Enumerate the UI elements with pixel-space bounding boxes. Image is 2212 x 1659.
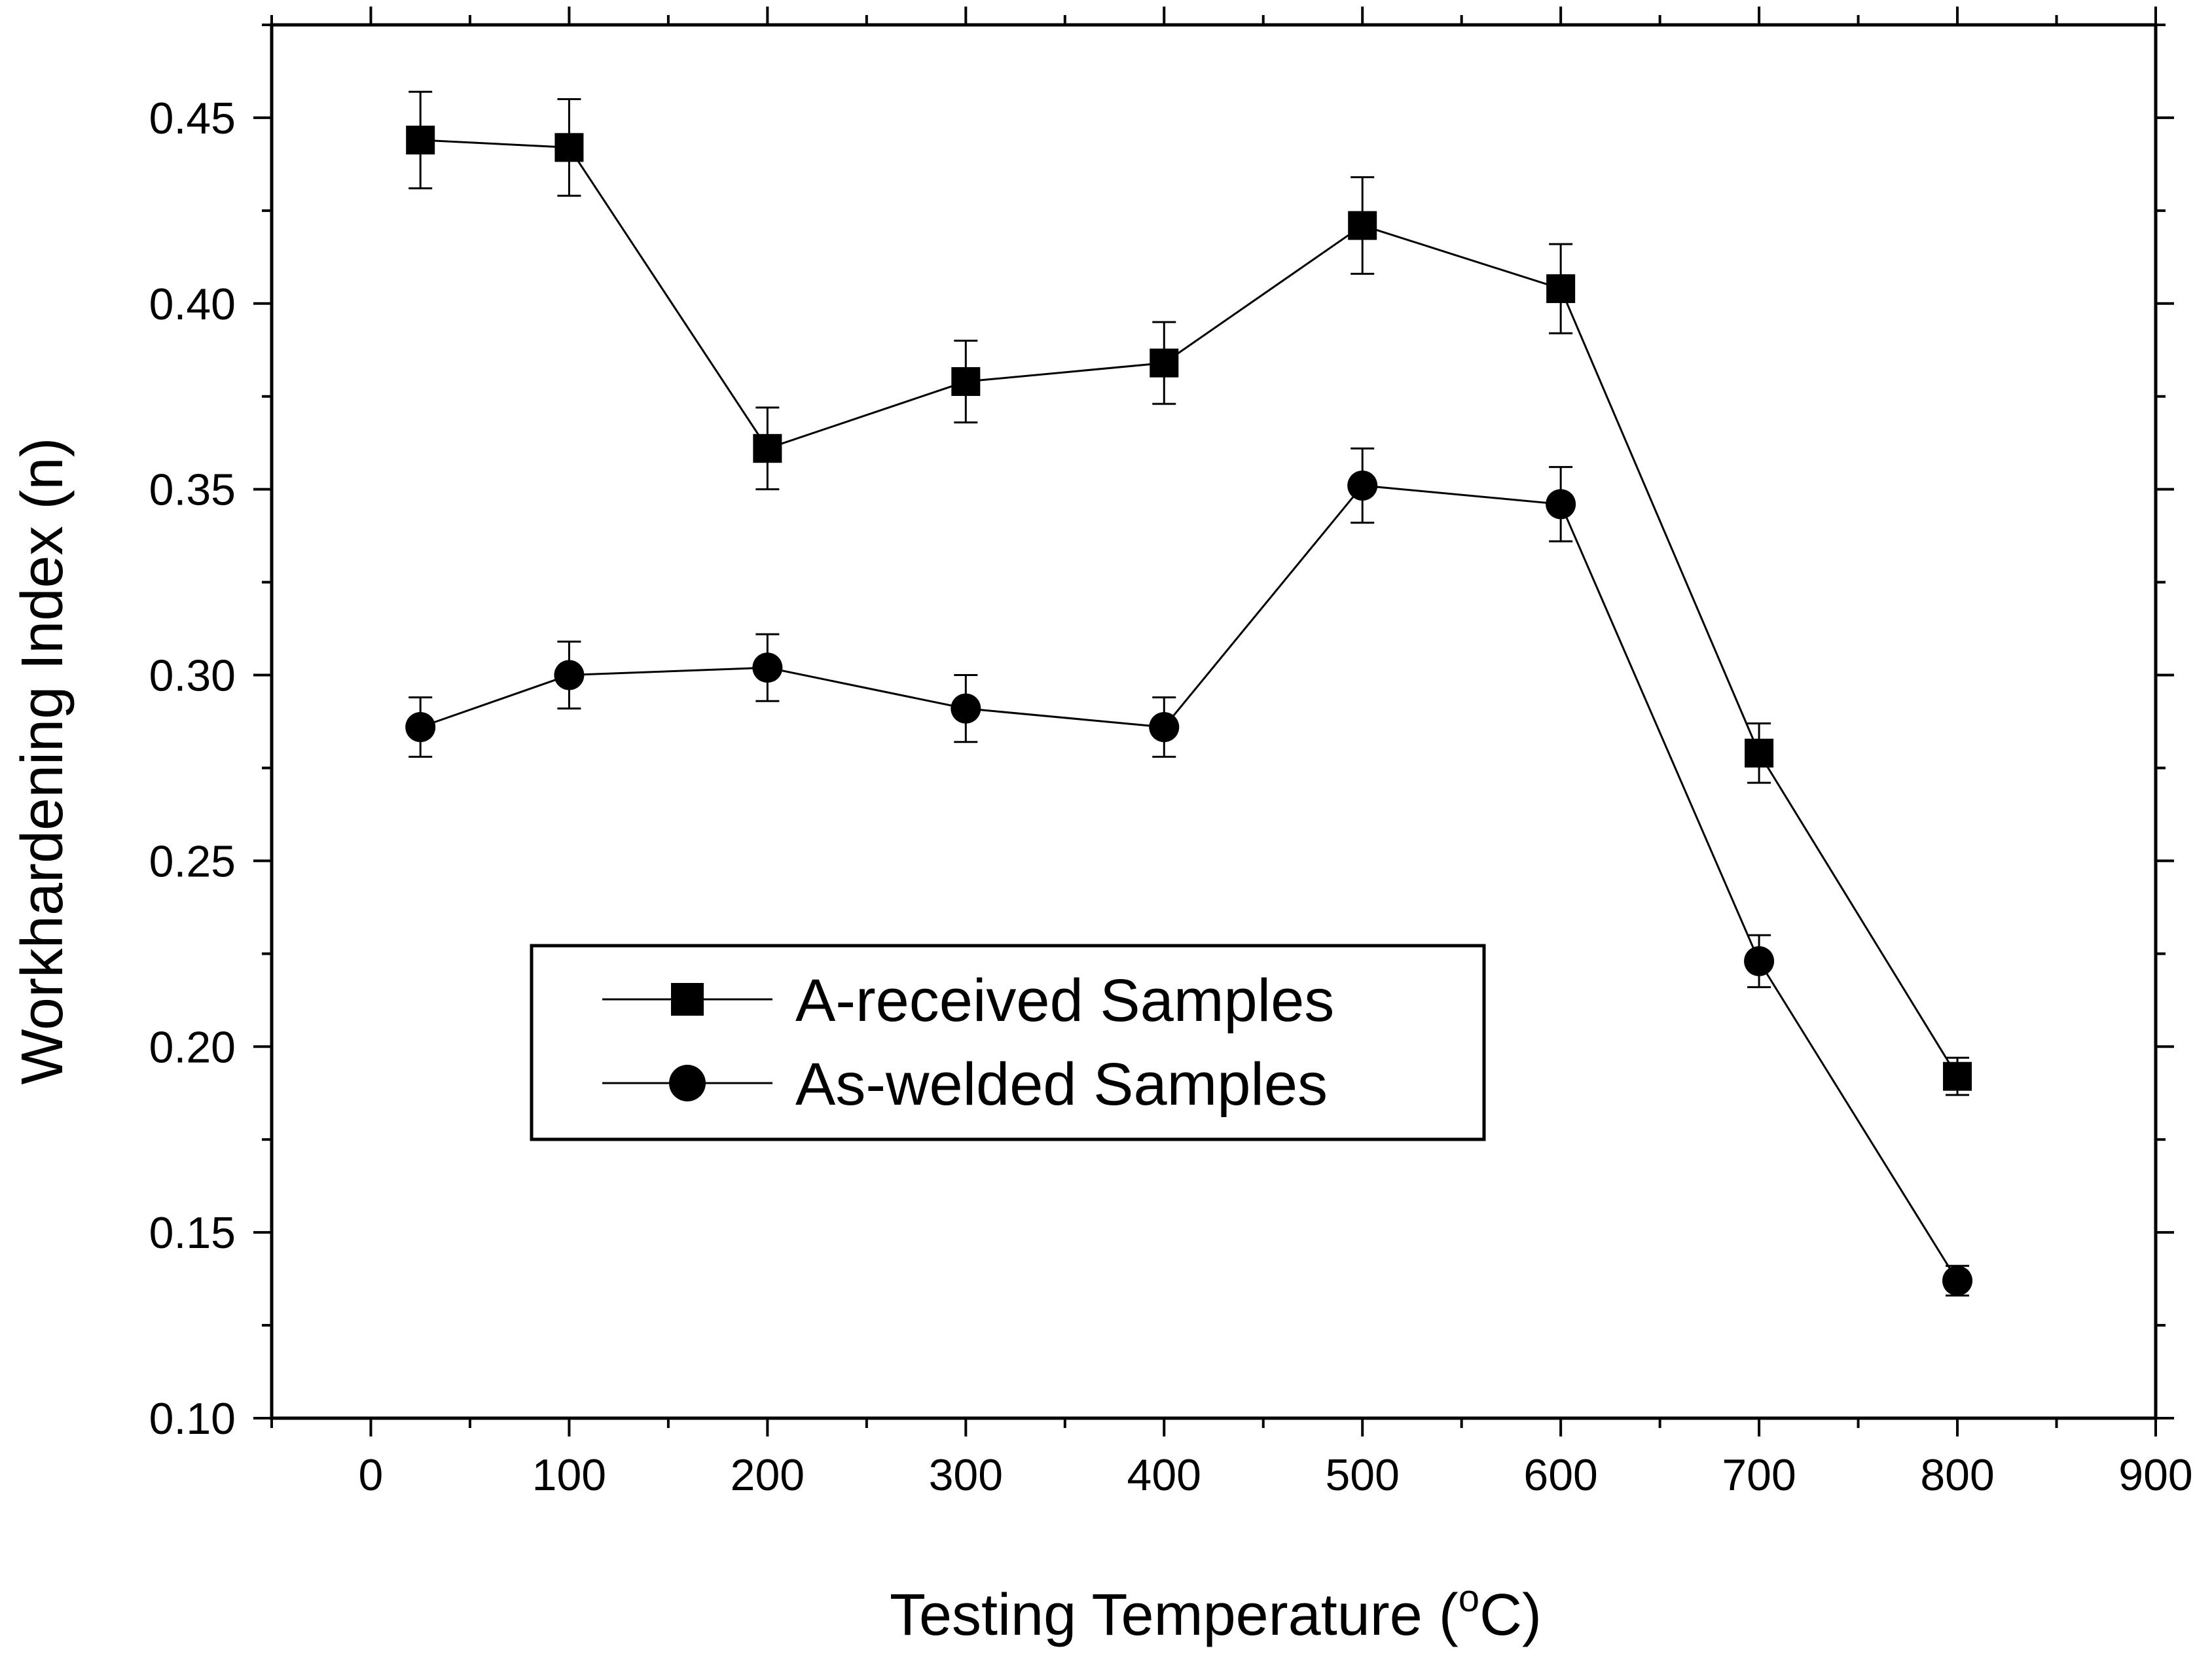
plot-area-border [270, 23, 2158, 1420]
x-axis-title-unit: C) [1479, 1582, 1542, 1648]
legend-circle-marker [669, 1065, 706, 1101]
x-tick-label: 500 [1325, 1450, 1399, 1500]
data-point-square [1745, 738, 1774, 768]
legend-label-as-welded: As-welded Samples [795, 1051, 1328, 1118]
y-axis: 0.10 0.15 0.20 0.25 0.30 0.35 0.40 0.45 [149, 24, 2174, 1444]
data-point-circle [554, 660, 585, 690]
y-axis-title: Workhardening Index (n) [10, 438, 75, 1085]
y-tick-label: 0.35 [149, 465, 236, 515]
x-tick-label: 600 [1523, 1450, 1597, 1500]
data-point-square [1546, 274, 1576, 304]
x-tick-label: 900 [2118, 1450, 2192, 1500]
x-axis: 0 100 200 300 400 500 600 700 800 900 [270, 7, 2193, 1500]
x-axis-title: Testing Temperature (oC) [890, 1577, 1542, 1648]
legend: A-received Samples As-welded Samples [530, 944, 1486, 1141]
data-point-circle [1744, 946, 1775, 976]
data-point-square [554, 133, 584, 162]
data-point-square [951, 367, 981, 397]
data-point-circle [1149, 712, 1180, 743]
x-axis-title-text: Testing Temperature ( [890, 1582, 1459, 1648]
series-a-received [406, 90, 1972, 1096]
y-tick-label: 0.30 [149, 651, 236, 701]
y-tick-label: 0.40 [149, 279, 236, 329]
x-tick-label: 100 [532, 1450, 606, 1500]
legend-square-marker [671, 983, 704, 1016]
data-point-circle [752, 652, 783, 683]
x-tick-label: 300 [929, 1450, 1003, 1500]
data-point-square [1943, 1061, 1972, 1091]
plot-frame [270, 23, 2158, 1420]
data-point-circle [1347, 470, 1378, 501]
x-tick-label: 700 [1722, 1450, 1796, 1500]
data-point-square [406, 125, 435, 154]
x-tick-label: 200 [731, 1450, 805, 1500]
x-axis-title-degree: o [1459, 1577, 1479, 1620]
x-tick-label: 800 [1920, 1450, 1994, 1500]
data-point-square [1348, 211, 1377, 240]
y-tick-label: 0.25 [149, 836, 236, 886]
data-point-circle [951, 693, 981, 724]
legend-box [530, 944, 1486, 1141]
legend-item-a-received: A-received Samples [602, 967, 1334, 1034]
x-tick-label: 0 [359, 1450, 384, 1500]
data-point-circle [405, 712, 436, 743]
y-tick-label: 0.45 [149, 94, 236, 143]
data-point-circle [1546, 489, 1576, 520]
y-tick-label: 0.15 [149, 1208, 236, 1258]
data-point-square [1150, 348, 1179, 378]
series-layer [405, 90, 1973, 1297]
legend-item-as-welded: As-welded Samples [602, 1051, 1328, 1118]
data-point-circle [1942, 1265, 1973, 1296]
data-point-square [753, 434, 782, 463]
legend-label-a-received: A-received Samples [795, 967, 1334, 1034]
series-as-welded [405, 447, 1973, 1297]
x-tick-label: 400 [1127, 1450, 1201, 1500]
y-tick-label: 0.10 [149, 1394, 236, 1444]
y-tick-label: 0.20 [149, 1022, 236, 1072]
